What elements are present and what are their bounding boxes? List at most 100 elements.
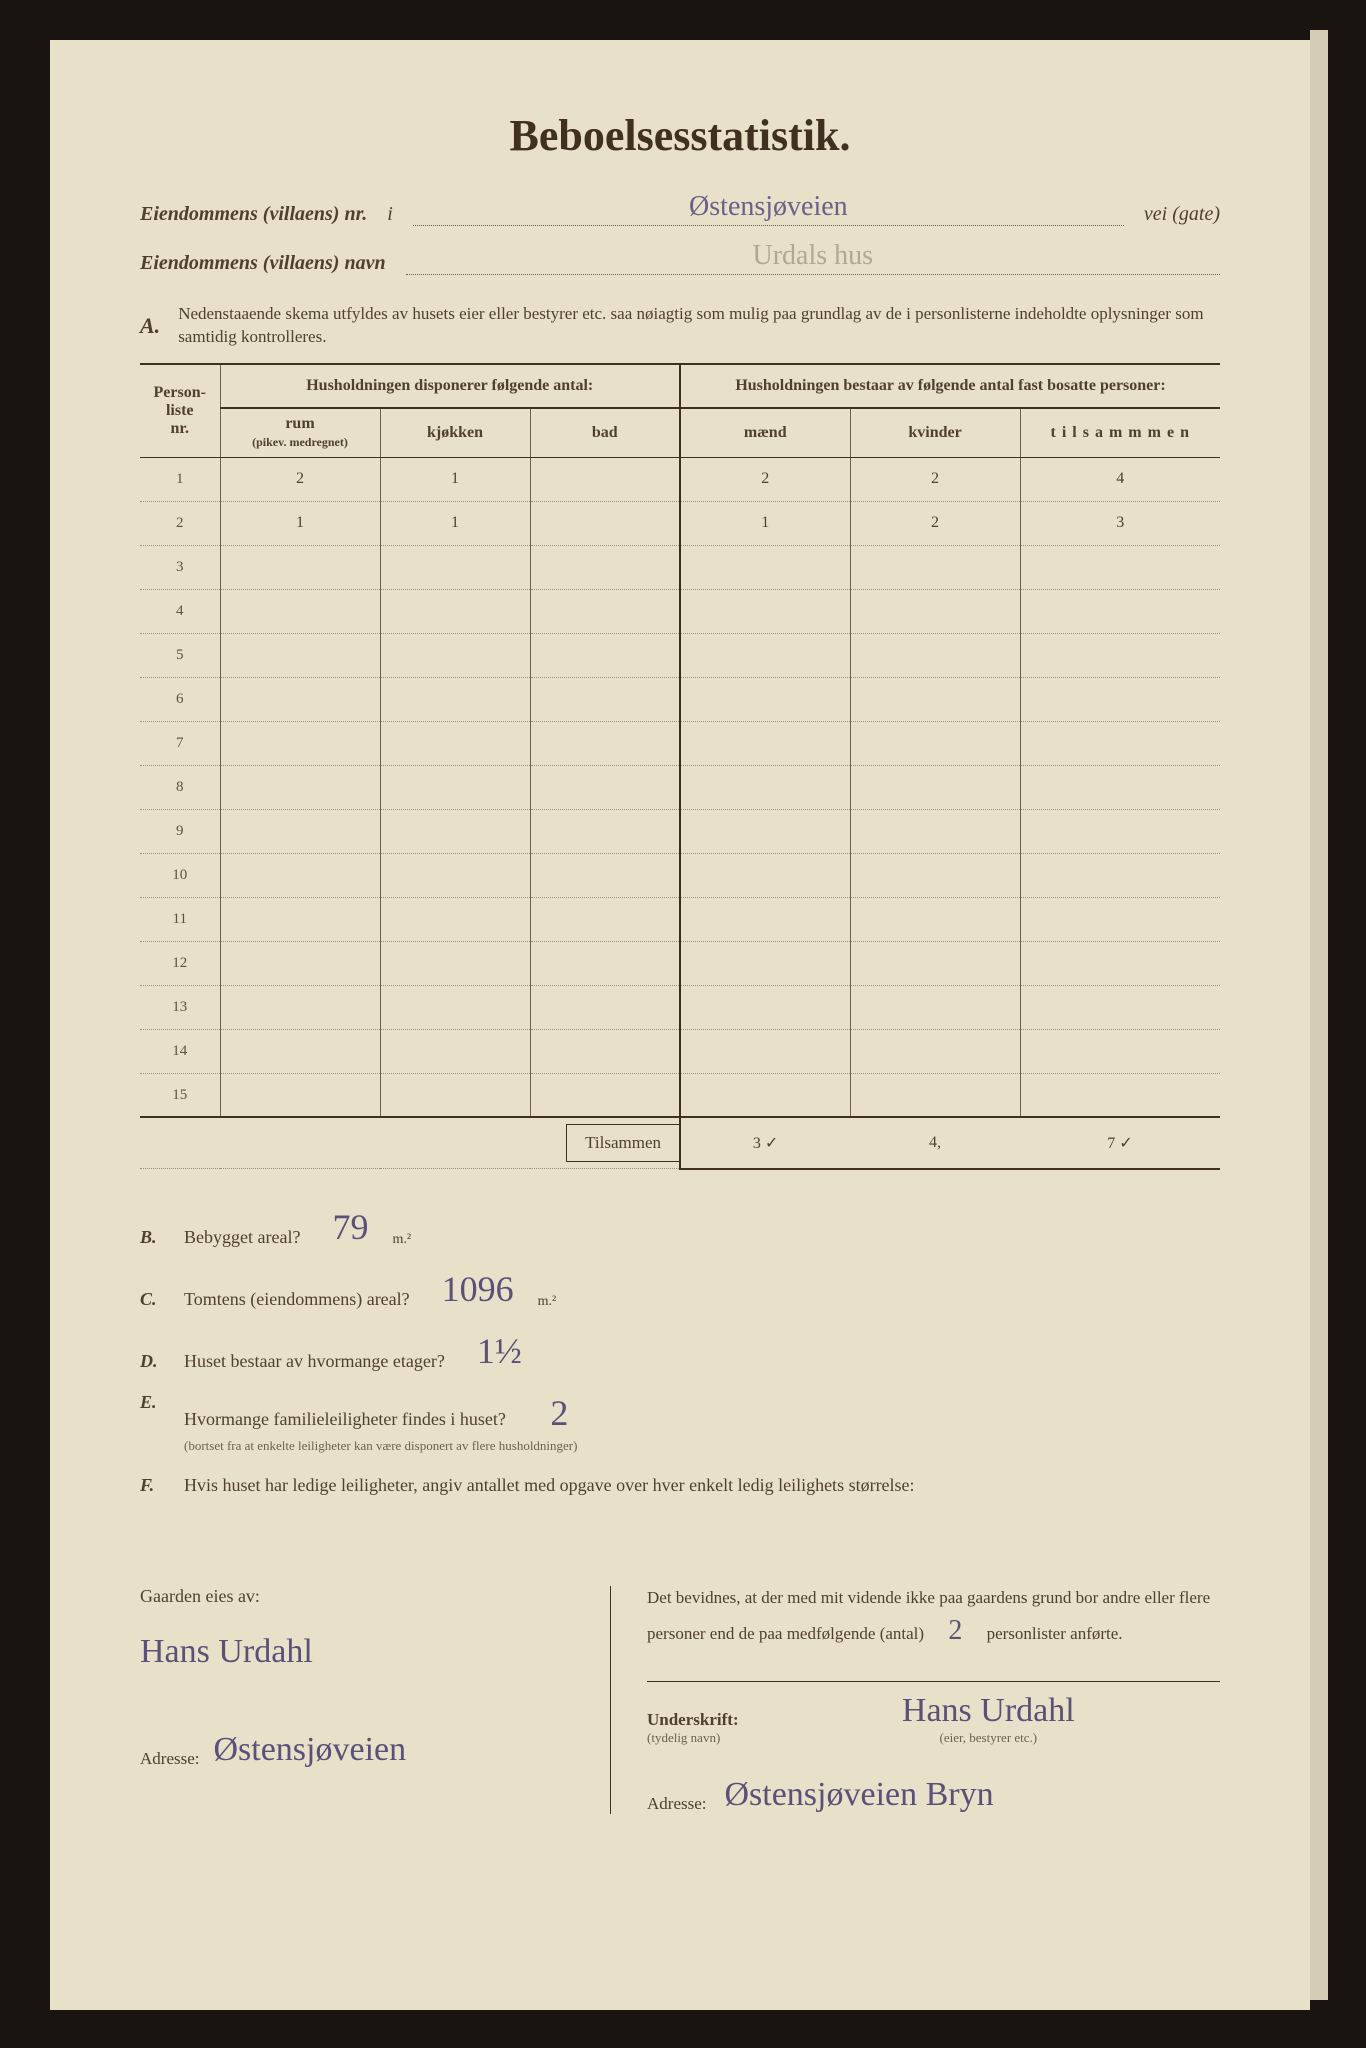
- cell-kjokken: [380, 941, 530, 985]
- addr-label: Adresse:: [647, 1794, 706, 1814]
- cell-bad: [530, 589, 680, 633]
- cell-rum: [220, 633, 380, 677]
- table-row: 13: [140, 985, 1220, 1029]
- section-a-instruction: Nedenstaaende skema utfyldes av husets e…: [178, 303, 1220, 349]
- owner-label: Gaarden eies av:: [140, 1586, 560, 1607]
- th-maend: mænd: [680, 408, 850, 458]
- table-row: 211123: [140, 501, 1220, 545]
- cell-rum: [220, 941, 380, 985]
- th-bestaar-text: Husholdningen bestaar av følgende antal …: [735, 377, 1165, 394]
- page-title: Beboelsesstatistik.: [140, 110, 1220, 161]
- navn-value: Urdals hus: [406, 240, 1220, 275]
- nr-prefix: i: [387, 203, 393, 226]
- cell-kvinder: [850, 633, 1020, 677]
- th-rum-sub: (pikev. medregnet): [252, 435, 348, 449]
- owner-addr-label: Adresse:: [140, 1749, 199, 1769]
- cell-kjokken: [380, 1029, 530, 1073]
- cell-tilsammen: [1020, 677, 1220, 721]
- table-row: 8: [140, 765, 1220, 809]
- signature-addr-row: Adresse: Østensjøveien Bryn: [647, 1776, 1220, 1814]
- question-b: B. Bebygget areal? 79 m.²: [140, 1206, 1220, 1248]
- qc-unit: m.²: [538, 1294, 557, 1310]
- row-idx: 15: [140, 1073, 220, 1117]
- cell-maend: [680, 589, 850, 633]
- cell-rum: [220, 985, 380, 1029]
- cell-kvinder: 2: [850, 501, 1020, 545]
- cell-tilsammen: [1020, 589, 1220, 633]
- cell-maend: [680, 765, 850, 809]
- cell-kvinder: [850, 985, 1020, 1029]
- cell-kvinder: [850, 677, 1020, 721]
- table-row: 14: [140, 1029, 1220, 1073]
- decl-main: Det bevidnes, at der med mit vidende ikk…: [647, 1588, 1210, 1643]
- cell-kvinder: [850, 809, 1020, 853]
- cell-kjokken: [380, 853, 530, 897]
- table-row: 11: [140, 897, 1220, 941]
- question-f: F. Hvis huset har ledige leiligheter, an…: [140, 1475, 1220, 1496]
- declaration-column: Det bevidnes, at der med mit vidende ikk…: [610, 1586, 1220, 1814]
- navn-label: Eiendommens (villaens) navn: [140, 252, 386, 275]
- cell-maend: [680, 677, 850, 721]
- qe-letter: E.: [140, 1392, 170, 1413]
- row-idx: 13: [140, 985, 220, 1029]
- qe-text-wrap: Hvormange familieleiligheter findes i hu…: [184, 1392, 577, 1455]
- row-idx: 7: [140, 721, 220, 765]
- table-row: 3: [140, 545, 1220, 589]
- row-idx: 5: [140, 633, 220, 677]
- cell-tilsammen: [1020, 941, 1220, 985]
- table-row: 12: [140, 941, 1220, 985]
- cell-kjokken: [380, 897, 530, 941]
- cell-rum: [220, 721, 380, 765]
- totals-row: Tilsammen 3 ✓ 4, 7 ✓: [140, 1117, 1220, 1169]
- qb-value: 79: [332, 1206, 368, 1248]
- cell-kvinder: 2: [850, 457, 1020, 501]
- owner-column: Gaarden eies av: Hans Urdahl Adresse: Øs…: [140, 1586, 560, 1814]
- th-tilsammen: t i l s a m m m e n: [1020, 408, 1220, 458]
- question-d: D. Huset bestaar av hvormange etager? 1½: [140, 1330, 1220, 1372]
- cell-tilsammen: [1020, 721, 1220, 765]
- row-idx: 10: [140, 853, 220, 897]
- cell-rum: [220, 809, 380, 853]
- cell-kvinder: [850, 1073, 1020, 1117]
- cell-kjokken: [380, 721, 530, 765]
- cell-maend: [680, 985, 850, 1029]
- qb-letter: B.: [140, 1227, 170, 1248]
- th-bad: bad: [530, 408, 680, 458]
- section-a: A. Nedenstaaende skema utfyldes av huset…: [140, 303, 1220, 349]
- addr-value: Østensjøveien Bryn: [724, 1776, 993, 1814]
- cell-rum: [220, 677, 380, 721]
- totals-label: Tilsammen: [566, 1124, 679, 1162]
- sign-label: Underskrift:: [647, 1710, 739, 1730]
- row-idx: 9: [140, 809, 220, 853]
- qb-unit: m.²: [392, 1232, 411, 1248]
- cell-maend: 2: [680, 457, 850, 501]
- th-kjokken: kjøkken: [380, 408, 530, 458]
- cell-bad: [530, 1073, 680, 1117]
- table-row: 5: [140, 633, 1220, 677]
- cell-tilsammen: [1020, 809, 1220, 853]
- signature-block: Gaarden eies av: Hans Urdahl Adresse: Øs…: [140, 1586, 1220, 1814]
- row-idx: 2: [140, 501, 220, 545]
- row-idx: 12: [140, 941, 220, 985]
- cell-kvinder: [850, 721, 1020, 765]
- cell-rum: 2: [220, 457, 380, 501]
- qe-value: 2: [550, 1393, 568, 1433]
- cell-kvinder: [850, 589, 1020, 633]
- cell-kjokken: [380, 633, 530, 677]
- total-kvinder: 4,: [850, 1117, 1020, 1169]
- table-row: 9: [140, 809, 1220, 853]
- cell-tilsammen: [1020, 985, 1220, 1029]
- cell-kjokken: [380, 1073, 530, 1117]
- th-disp: Husholdningen disponerer følgende antal:: [220, 364, 680, 408]
- th-rum-text: rum: [285, 415, 314, 432]
- owner-name: Hans Urdahl: [140, 1633, 560, 1671]
- property-number-row: Eiendommens (villaens) nr. i Østensjøvei…: [140, 191, 1220, 226]
- sign-name: Hans Urdahl: [757, 1692, 1220, 1730]
- cell-bad: [530, 897, 680, 941]
- cell-maend: [680, 809, 850, 853]
- cell-bad: [530, 633, 680, 677]
- cell-tilsammen: [1020, 545, 1220, 589]
- row-idx: 14: [140, 1029, 220, 1073]
- cell-maend: [680, 1029, 850, 1073]
- cell-maend: [680, 941, 850, 985]
